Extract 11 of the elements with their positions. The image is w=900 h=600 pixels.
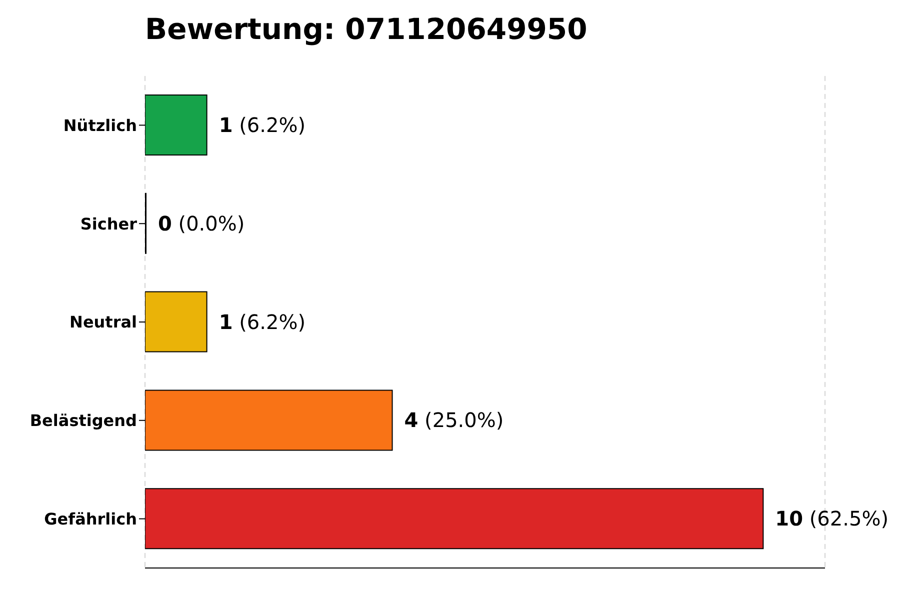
data-label: 0 (0.0%) <box>158 211 245 236</box>
y-tick-label: Nützlich <box>63 116 137 135</box>
data-label: 4 (25.0%) <box>404 408 504 432</box>
data-label: 1 (6.2%) <box>218 113 306 137</box>
data-label: 10 (62.5%) <box>775 506 889 531</box>
y-tick-label: Gefährlich <box>44 509 137 528</box>
data-label: 1 (6.2%) <box>218 310 306 334</box>
y-tick-label: Sicher <box>80 214 138 234</box>
y-tick-label: Neutral <box>70 312 137 332</box>
y-tick-label: Belästigend <box>30 411 137 430</box>
chart-title: Bewertung: 071120649950 <box>145 12 588 46</box>
